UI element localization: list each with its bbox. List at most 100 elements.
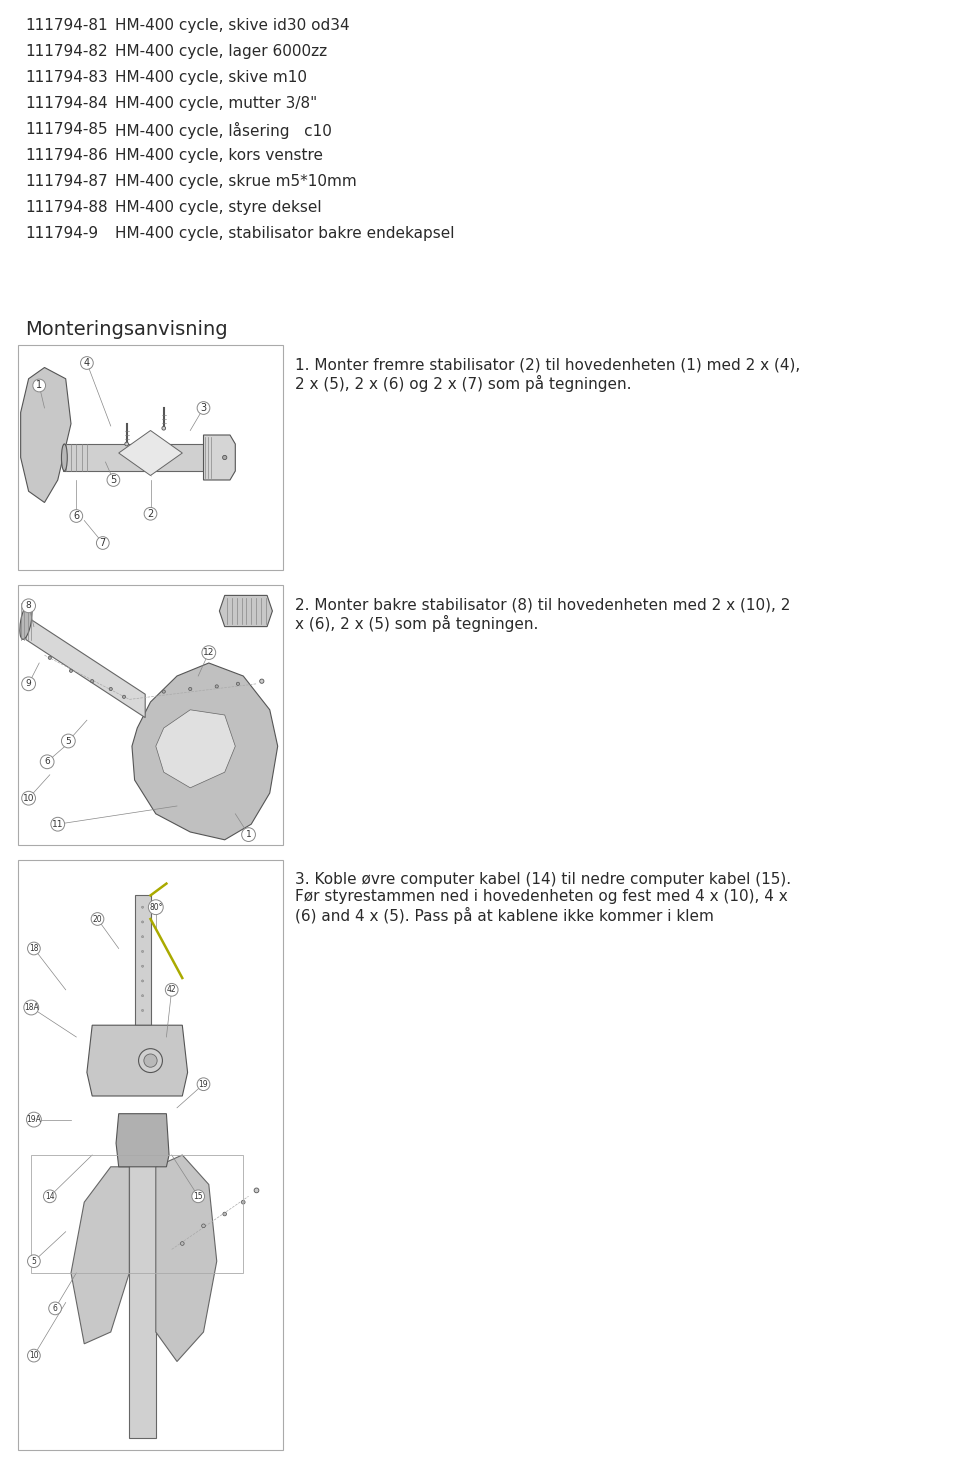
Circle shape (149, 900, 163, 915)
Polygon shape (21, 367, 71, 502)
Text: 18A: 18A (24, 1003, 38, 1011)
Text: 1: 1 (36, 380, 42, 390)
Polygon shape (71, 1167, 130, 1343)
Circle shape (90, 680, 94, 683)
Text: 111794-84: 111794-84 (25, 95, 108, 112)
Text: 19A: 19A (27, 1116, 41, 1124)
Text: 111794-87: 111794-87 (25, 175, 108, 189)
Text: 1: 1 (246, 829, 252, 840)
Circle shape (141, 995, 144, 997)
Text: HM-400 cycle, skive m10: HM-400 cycle, skive m10 (115, 70, 307, 85)
Circle shape (28, 942, 40, 954)
Circle shape (223, 1213, 227, 1216)
Text: 1. Monter fremre stabilisator (2) til hovedenheten (1) med 2 x (4),
2 x (5), 2 x: 1. Monter fremre stabilisator (2) til ho… (295, 357, 801, 392)
Text: Monteringsanvisning: Monteringsanvisning (25, 320, 228, 339)
Text: 6: 6 (73, 511, 80, 521)
Polygon shape (130, 1144, 156, 1439)
Circle shape (241, 1201, 245, 1204)
Circle shape (141, 935, 144, 938)
Text: 15: 15 (193, 1192, 203, 1201)
Text: HM-400 cycle, låsering   c10: HM-400 cycle, låsering c10 (115, 122, 332, 139)
Circle shape (138, 1048, 162, 1073)
Polygon shape (119, 430, 182, 476)
Text: 80°: 80° (149, 903, 162, 912)
Text: 6: 6 (44, 757, 50, 766)
Circle shape (40, 755, 54, 769)
Polygon shape (63, 443, 208, 471)
Circle shape (162, 690, 165, 693)
Circle shape (48, 656, 52, 659)
Text: 3: 3 (201, 404, 206, 413)
Circle shape (259, 680, 264, 683)
Ellipse shape (61, 443, 67, 471)
Bar (18, 860, 283, 1450)
Circle shape (81, 357, 93, 370)
Circle shape (144, 508, 156, 520)
Text: 111794-81: 111794-81 (25, 18, 108, 32)
Polygon shape (156, 1155, 217, 1361)
Circle shape (61, 734, 75, 747)
Text: 42: 42 (167, 985, 177, 994)
Circle shape (197, 402, 210, 414)
Circle shape (24, 1000, 38, 1014)
Text: HM-400 cycle, mutter 3/8": HM-400 cycle, mutter 3/8" (115, 95, 317, 112)
Text: HM-400 cycle, styre deksel: HM-400 cycle, styre deksel (115, 200, 322, 214)
Polygon shape (87, 1025, 187, 1097)
Text: 111794-88: 111794-88 (25, 200, 108, 214)
Text: 5: 5 (110, 476, 116, 484)
Circle shape (189, 687, 192, 690)
Polygon shape (116, 1114, 169, 1167)
Text: 2. Monter bakre stabilisator (8) til hovedenheten med 2 x (10), 2
x (6), 2 x (5): 2. Monter bakre stabilisator (8) til hov… (295, 597, 790, 631)
Circle shape (242, 828, 255, 841)
Text: HM-400 cycle, skive id30 od34: HM-400 cycle, skive id30 od34 (115, 18, 349, 32)
Circle shape (202, 646, 216, 659)
Circle shape (33, 379, 45, 392)
Circle shape (51, 818, 64, 831)
Circle shape (254, 1188, 259, 1193)
Circle shape (96, 537, 109, 549)
Text: 2: 2 (148, 509, 154, 518)
Text: 4: 4 (84, 358, 90, 368)
Text: 111794-9: 111794-9 (25, 226, 98, 241)
Circle shape (192, 1191, 204, 1202)
Circle shape (180, 1242, 184, 1245)
Text: 6: 6 (53, 1304, 58, 1312)
Text: 14: 14 (45, 1192, 55, 1201)
Circle shape (165, 984, 178, 997)
Polygon shape (156, 711, 235, 788)
Bar (32, 1155, 243, 1273)
Circle shape (107, 474, 120, 486)
Circle shape (141, 920, 144, 923)
Text: 10: 10 (23, 794, 35, 803)
Text: 7: 7 (100, 537, 106, 548)
Text: 11: 11 (52, 819, 63, 829)
Polygon shape (26, 617, 145, 718)
Circle shape (22, 791, 36, 804)
Circle shape (49, 1302, 61, 1315)
Text: 18: 18 (29, 944, 38, 953)
Text: 9: 9 (26, 680, 32, 688)
Text: 19: 19 (199, 1079, 208, 1089)
Circle shape (215, 684, 218, 688)
Text: 111794-82: 111794-82 (25, 44, 108, 59)
Circle shape (22, 599, 36, 612)
Polygon shape (134, 895, 151, 1025)
Circle shape (69, 669, 73, 672)
Circle shape (236, 683, 240, 686)
Ellipse shape (20, 603, 32, 640)
Polygon shape (204, 435, 235, 480)
Text: 8: 8 (26, 602, 32, 611)
Text: 20: 20 (93, 915, 103, 923)
Text: HM-400 cycle, lager 6000zz: HM-400 cycle, lager 6000zz (115, 44, 327, 59)
Circle shape (28, 1255, 40, 1267)
Circle shape (28, 1349, 40, 1362)
Circle shape (141, 964, 144, 967)
Circle shape (91, 913, 104, 925)
Text: 10: 10 (29, 1351, 38, 1359)
Circle shape (141, 950, 144, 953)
Text: 111794-83: 111794-83 (25, 70, 108, 85)
Bar (18, 586, 283, 846)
Circle shape (43, 1191, 56, 1202)
Circle shape (141, 1010, 144, 1011)
Circle shape (141, 981, 144, 982)
